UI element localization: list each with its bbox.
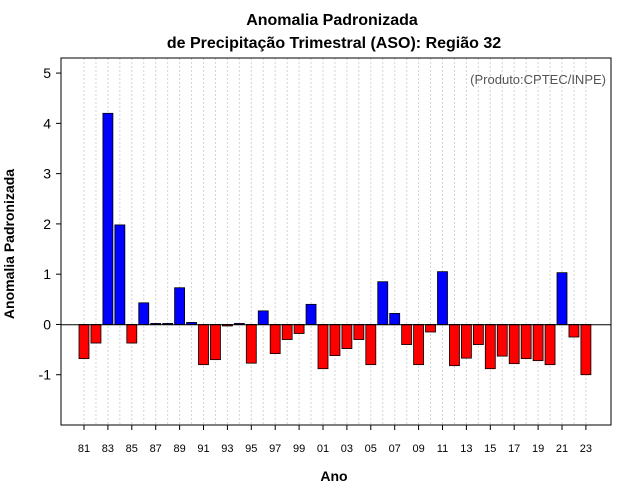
bar-2016 xyxy=(496,324,508,357)
y-axis: -1 0 1 2 3 4 5 xyxy=(39,65,61,383)
bar-2010 xyxy=(425,324,436,333)
plot-frame xyxy=(60,57,612,426)
x-tick-label: 17 xyxy=(508,443,520,455)
bar-2013 xyxy=(460,324,472,359)
bar-1991 xyxy=(198,324,209,366)
x-tick-label: 09 xyxy=(412,443,424,455)
bar-1983 xyxy=(102,112,114,325)
x-tick-label: 01 xyxy=(317,443,329,455)
bar-1996 xyxy=(257,310,269,325)
x-axis: 81 83 85 87 89 91 93 95 97 99 01 03 05 07 09 11 13 15 17 19… xyxy=(78,425,592,455)
bar-1995 xyxy=(245,324,257,364)
y-tick-label: 0 xyxy=(43,316,51,332)
x-tick-label: 03 xyxy=(341,443,353,455)
bar-1984 xyxy=(114,224,126,325)
bar-2020 xyxy=(544,324,556,366)
x-tick-label: 11 xyxy=(437,443,448,455)
x-tick-label: 21 xyxy=(556,443,568,455)
bar-2002 xyxy=(329,324,341,357)
chart-title-line-1: Anomalia Padronizada xyxy=(246,12,418,29)
x-tick-label: 13 xyxy=(460,443,472,455)
bar-1989 xyxy=(174,287,186,325)
bar-1982 xyxy=(90,324,102,344)
bar-2023 xyxy=(580,324,592,376)
bar-1985 xyxy=(126,324,138,344)
bar-2021 xyxy=(556,272,568,325)
bar-1997 xyxy=(269,324,281,355)
x-tick-label: 85 xyxy=(126,443,138,455)
bars xyxy=(78,112,592,376)
x-axis-title: Ano xyxy=(320,468,347,484)
source-annotation: (Produto:CPTEC/INPE) xyxy=(470,72,606,87)
bar-1992 xyxy=(210,324,221,361)
bar-2012 xyxy=(449,324,460,367)
x-tick-label: 87 xyxy=(150,443,162,455)
grid-lines xyxy=(83,58,587,425)
bar-1986 xyxy=(138,302,150,325)
x-tick-label: 83 xyxy=(102,443,114,455)
x-tick-label: 23 xyxy=(580,443,592,455)
x-tick-label: 19 xyxy=(532,443,544,455)
bar-2019 xyxy=(532,324,544,362)
bar-1998 xyxy=(281,324,293,340)
bar-2017 xyxy=(508,324,520,365)
bar-2003 xyxy=(341,324,353,349)
x-tick-label: 05 xyxy=(365,443,377,455)
bar-2006 xyxy=(377,281,389,325)
chart-title-line-2: de Precipitação Trimestral (ASO): Região… xyxy=(167,35,501,52)
y-axis-title: Anomalia Padronizada xyxy=(1,169,17,319)
bar-2015 xyxy=(484,324,496,370)
bar-2005 xyxy=(365,324,377,366)
y-tick-label: -1 xyxy=(39,367,52,383)
y-tick-label: 4 xyxy=(43,115,51,131)
x-tick-label: 89 xyxy=(173,443,185,455)
bar-1981 xyxy=(78,324,90,360)
bar-2004 xyxy=(353,324,365,340)
y-tick-label: 1 xyxy=(43,266,51,282)
y-tick-label: 5 xyxy=(43,65,51,81)
x-tick-label: 91 xyxy=(197,443,209,455)
bar-2007 xyxy=(389,312,401,325)
x-tick-label: 97 xyxy=(269,443,281,455)
bar-2000 xyxy=(305,303,317,325)
x-tick-label: 95 xyxy=(245,443,257,455)
x-tick-label: 99 xyxy=(293,443,305,455)
bar-2011 xyxy=(437,271,448,325)
x-tick-label: 07 xyxy=(389,443,401,455)
x-tick-label: 93 xyxy=(221,443,233,455)
bar-2001 xyxy=(317,324,329,370)
bar-2008 xyxy=(401,324,413,345)
x-tick-label: 15 xyxy=(484,443,496,455)
bar-2022 xyxy=(568,324,580,338)
x-tick-label: 81 xyxy=(78,443,90,455)
bar-1990 xyxy=(186,322,197,325)
bar-2018 xyxy=(520,324,532,360)
bar-1999 xyxy=(293,324,305,334)
y-tick-label: 3 xyxy=(43,166,51,182)
y-tick-label: 2 xyxy=(43,216,51,232)
bar-2014 xyxy=(472,324,484,345)
bar-2009 xyxy=(413,324,425,366)
